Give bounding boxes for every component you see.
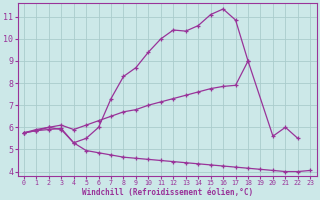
X-axis label: Windchill (Refroidissement éolien,°C): Windchill (Refroidissement éolien,°C) <box>82 188 253 197</box>
